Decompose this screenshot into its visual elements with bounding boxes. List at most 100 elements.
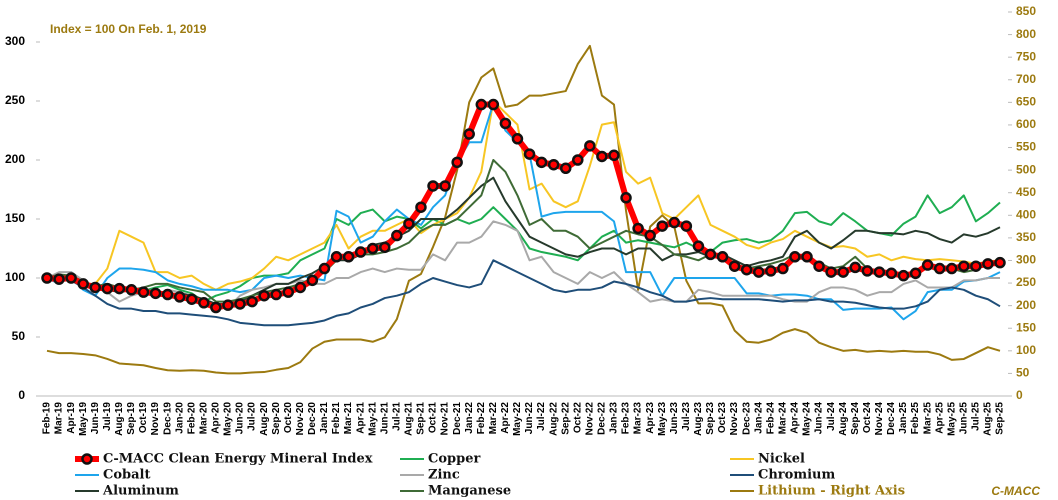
marker (523, 148, 536, 160)
x-tick-label: Jan-25 (898, 402, 909, 434)
x-tick-label: Apr-23 (645, 402, 656, 434)
marker (933, 262, 946, 275)
marker (885, 267, 898, 280)
x-tick-label: Nov-19 (150, 402, 161, 436)
y2-tick-label: 400 (1016, 207, 1036, 221)
marker (282, 286, 295, 298)
x-tick-label: Oct-21 (428, 402, 439, 434)
x-tick-label: Jan-23 (609, 402, 620, 434)
marker (125, 284, 138, 296)
marker (789, 251, 801, 263)
marker (994, 256, 1006, 269)
marker (716, 251, 729, 263)
y-tick-label: 200 (5, 152, 25, 166)
x-tick-label: Jan-24 (753, 402, 764, 434)
x-tick-label: May-19 (78, 402, 89, 436)
marker (849, 261, 861, 274)
marker (837, 266, 849, 278)
marker (813, 260, 825, 272)
y2-tick-label: 350 (1016, 230, 1036, 244)
legend-label: Manganese (428, 484, 511, 499)
x-tick-label: Apr-20 (211, 402, 222, 434)
y2-tick-label: 250 (1016, 275, 1036, 289)
marker (777, 262, 789, 275)
marker (246, 295, 258, 308)
marker (728, 260, 741, 272)
x-tick-label: Aug-21 (404, 402, 415, 436)
y2-tick-label: 550 (1016, 140, 1036, 154)
y-tick-label: 100 (5, 270, 25, 284)
x-tick-label: Sep-22 (560, 402, 571, 435)
x-tick-label: Apr-25 (934, 402, 945, 434)
x-tick-label: Apr-22 (500, 402, 511, 434)
x-tick-label: Sep-20 (271, 402, 282, 435)
x-tick-label: Jun-23 (669, 402, 680, 435)
x-tick-label: Dec-21 (452, 402, 463, 435)
x-tick-label: Mar-24 (778, 402, 789, 435)
x-tick-label: Apr-21 (355, 402, 366, 434)
marker (970, 260, 982, 272)
y-tick-label: 250 (5, 93, 25, 107)
y2-tick-label: 450 (1016, 185, 1036, 199)
marker (608, 149, 620, 162)
x-tick-label: Jul-21 (391, 402, 402, 431)
x-tick-label: Dec-19 (162, 402, 173, 435)
x-tick-label: Aug-23 (693, 402, 704, 436)
marker (861, 265, 874, 277)
marker (909, 267, 922, 280)
marker (137, 286, 150, 298)
y2-tick-label: 200 (1016, 298, 1036, 312)
legend-label: Cobalt (103, 468, 150, 483)
marker (173, 291, 186, 303)
marker (113, 282, 126, 295)
marker (487, 98, 500, 111)
y2-tick-label: 700 (1016, 72, 1036, 86)
series-line (46, 159, 1001, 303)
marker (596, 150, 608, 163)
marker (765, 265, 777, 277)
x-tick-label: Feb-22 (476, 402, 487, 435)
marker (680, 220, 693, 232)
y2-tick-label: 50 (1016, 366, 1030, 380)
legend-label: C-MACC Clean Energy Mineral Index (103, 452, 373, 467)
legend-label: Zinc (428, 468, 460, 483)
marker (692, 240, 705, 252)
x-tick-label: Feb-23 (621, 402, 632, 435)
source: C-MACC (991, 484, 1040, 498)
marker (415, 201, 427, 213)
marker (463, 128, 475, 140)
marker (379, 241, 391, 254)
marker (499, 117, 512, 130)
marker (801, 251, 813, 263)
marker (234, 298, 246, 310)
marker (945, 262, 958, 275)
x-tick-label: Mar-25 (922, 402, 933, 435)
marker (65, 272, 77, 284)
legend-label: Aluminum (102, 484, 179, 499)
marker (620, 192, 632, 204)
y2-tick-label: 100 (1016, 343, 1036, 357)
x-tick-label: Dec-22 (597, 402, 608, 435)
x-tick-label: Jul-24 (826, 402, 837, 431)
series-line (46, 259, 1001, 327)
x-tick-label: Jun-21 (379, 402, 390, 435)
marker (294, 281, 307, 294)
x-tick-label: Oct-23 (717, 402, 728, 434)
marker (982, 258, 994, 270)
y-tick-label: 0 (18, 388, 25, 402)
marker (656, 220, 668, 232)
x-tick-label: May-21 (367, 402, 378, 436)
x-tick-label: Mar-21 (343, 402, 354, 435)
marker (186, 293, 198, 305)
x-tick-label: Jul-22 (536, 402, 547, 431)
marker (897, 269, 910, 282)
y-tick-label: 150 (5, 211, 25, 225)
x-tick-label: Jan-22 (464, 402, 475, 434)
marker (161, 288, 174, 301)
marker (668, 216, 681, 229)
x-tick-label: Jun-24 (814, 402, 825, 435)
y2-tick-label: 800 (1016, 27, 1036, 41)
legend-label: Lithium - Right Axis (758, 484, 905, 499)
x-tick-label: Jan-21 (319, 402, 330, 434)
